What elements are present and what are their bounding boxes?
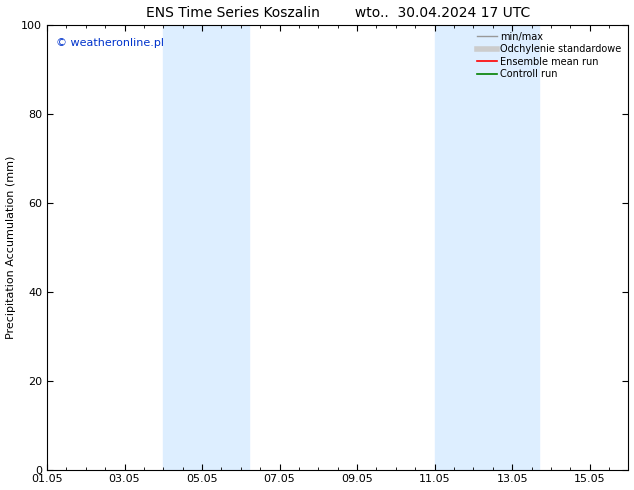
Bar <box>474 25 540 469</box>
Y-axis label: Precipitation Accumulation (mm): Precipitation Accumulation (mm) <box>6 155 16 339</box>
Bar <box>435 25 474 469</box>
Bar <box>164 25 249 469</box>
Legend: min/max, Odchylenie standardowe, Ensemble mean run, Controll run: min/max, Odchylenie standardowe, Ensembl… <box>475 30 624 81</box>
Text: © weatheronline.pl: © weatheronline.pl <box>56 38 164 48</box>
Title: ENS Time Series Koszalin        wto..  30.04.2024 17 UTC: ENS Time Series Koszalin wto.. 30.04.202… <box>146 5 530 20</box>
